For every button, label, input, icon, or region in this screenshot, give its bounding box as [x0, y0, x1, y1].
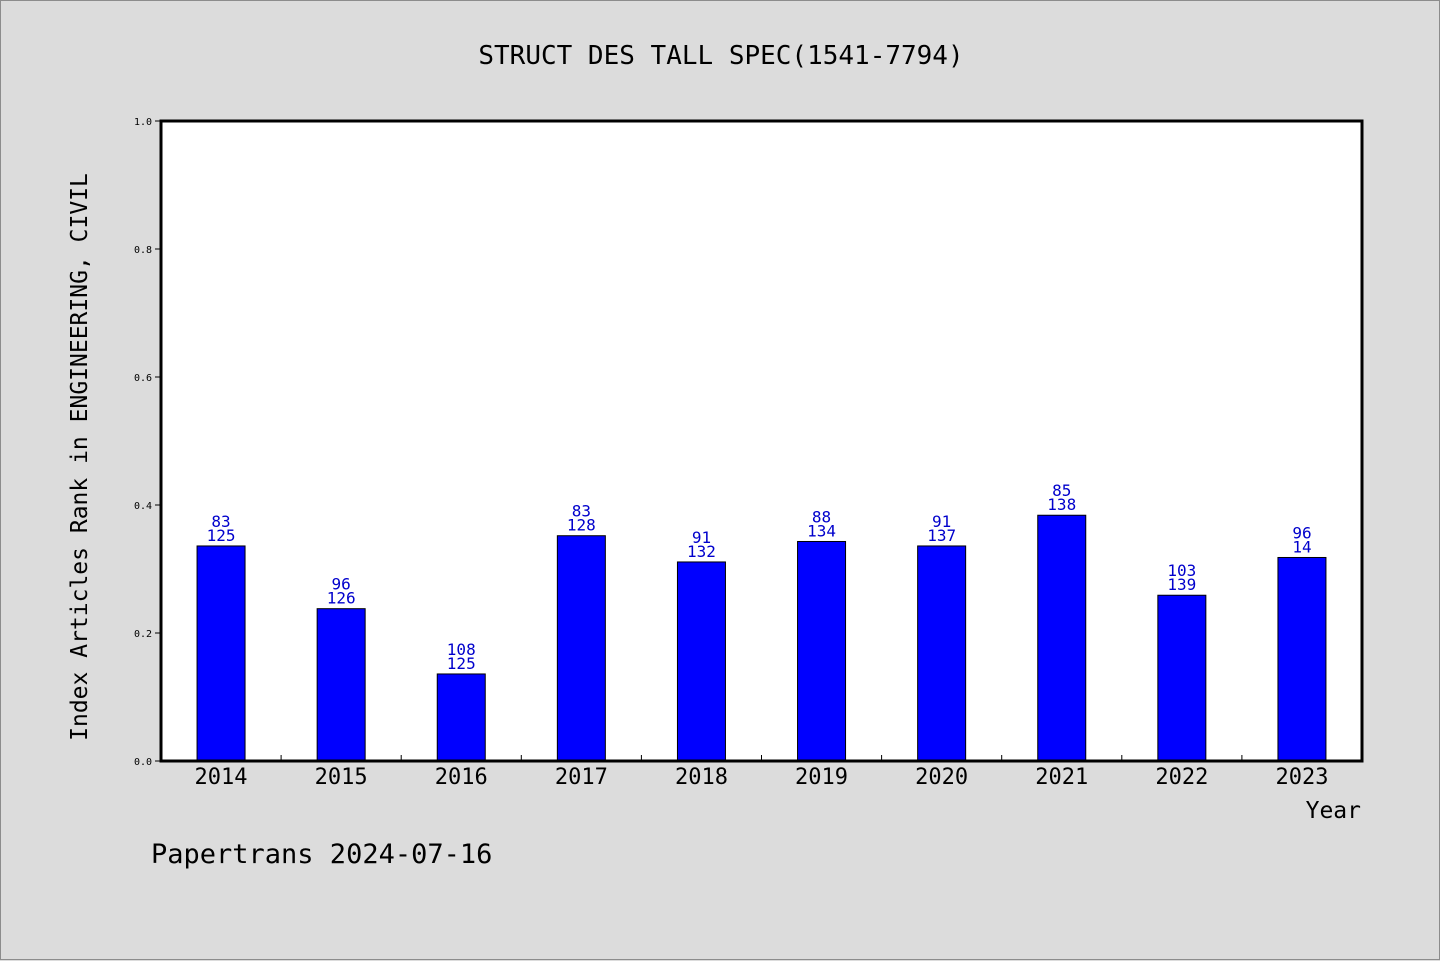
- data-label-bottom-2022: 139: [1167, 575, 1196, 594]
- bar-2017: [556, 535, 606, 762]
- footer-credit: Papertrans 2024-07-16: [151, 839, 492, 870]
- x-tick-label-2016: 2016: [435, 765, 488, 790]
- data-label-bottom-2015: 126: [327, 589, 356, 608]
- y-tick-label: 1.0: [134, 117, 152, 128]
- x-tick-label-2018: 2018: [675, 765, 728, 790]
- bar-2022: [1157, 594, 1207, 762]
- data-label-top-2023: 96: [1292, 523, 1311, 542]
- data-label-bottom-2023: 14: [1292, 537, 1311, 556]
- x-axis: 2014 2015 2016 2017 2018 2019 2020 2021 2022 2023: [195, 755, 1328, 790]
- data-label-top-2022: 103: [1167, 561, 1196, 580]
- x-tick-label-2014: 2014: [195, 765, 248, 790]
- bar-2019: [797, 540, 847, 762]
- bar-2023: [1277, 556, 1327, 762]
- y-tick-label: 0.0: [134, 757, 152, 768]
- bar-2015: [316, 608, 366, 762]
- y-tick-label: 0.2: [134, 629, 152, 640]
- chart-title: STRUCT DES TALL SPEC(1541-7794): [478, 41, 963, 71]
- data-label-top-2018: 91: [692, 528, 711, 547]
- data-label-bottom-2016: 125: [447, 654, 476, 673]
- x-tick-label-2019: 2019: [795, 765, 848, 790]
- y-tick-label: 0.4: [134, 501, 152, 512]
- data-label-bottom-2021: 138: [1047, 495, 1076, 514]
- data-labels-layer: 8312596126108125831289113288134911378513…: [207, 481, 1312, 673]
- data-label-top-2020: 91: [932, 512, 951, 531]
- data-label-top-2019: 88: [812, 507, 831, 526]
- y-tick-label: 0.8: [134, 245, 152, 256]
- data-label-bottom-2020: 137: [927, 526, 956, 545]
- data-label-bottom-2018: 132: [687, 542, 716, 561]
- data-label-top-2021: 85: [1052, 481, 1071, 500]
- x-tick-label-2017: 2017: [555, 765, 608, 790]
- data-label-top-2017: 83: [572, 502, 591, 521]
- data-label-top-2014: 83: [211, 512, 230, 531]
- x-tick-label-2022: 2022: [1155, 765, 1208, 790]
- x-axis-title: Year: [1306, 798, 1361, 824]
- bar-2021: [1037, 514, 1087, 762]
- data-label-bottom-2019: 134: [807, 521, 836, 540]
- bar-2014: [196, 545, 246, 762]
- y-axis: 0.0 0.2 0.4 0.6 0.8 1.0: [134, 117, 161, 768]
- x-tick-label-2020: 2020: [915, 765, 968, 790]
- x-tick-label-2021: 2021: [1035, 765, 1088, 790]
- x-tick-label-2023: 2023: [1275, 765, 1328, 790]
- x-tick-label-2015: 2015: [315, 765, 368, 790]
- plot-border: [159, 119, 1364, 763]
- bar-2018: [676, 561, 726, 762]
- bars-layer: [196, 514, 1327, 762]
- data-label-bottom-2014: 125: [207, 526, 236, 545]
- data-label-top-2016: 108: [447, 640, 476, 659]
- y-axis-title: Index Articles Rank in ENGINEERING, CIVI…: [67, 173, 93, 741]
- data-label-bottom-2017: 128: [567, 516, 596, 535]
- y-tick-label: 0.6: [134, 373, 152, 384]
- bar-2020: [917, 545, 967, 762]
- bar-2016: [436, 673, 486, 762]
- data-label-top-2015: 96: [332, 575, 351, 594]
